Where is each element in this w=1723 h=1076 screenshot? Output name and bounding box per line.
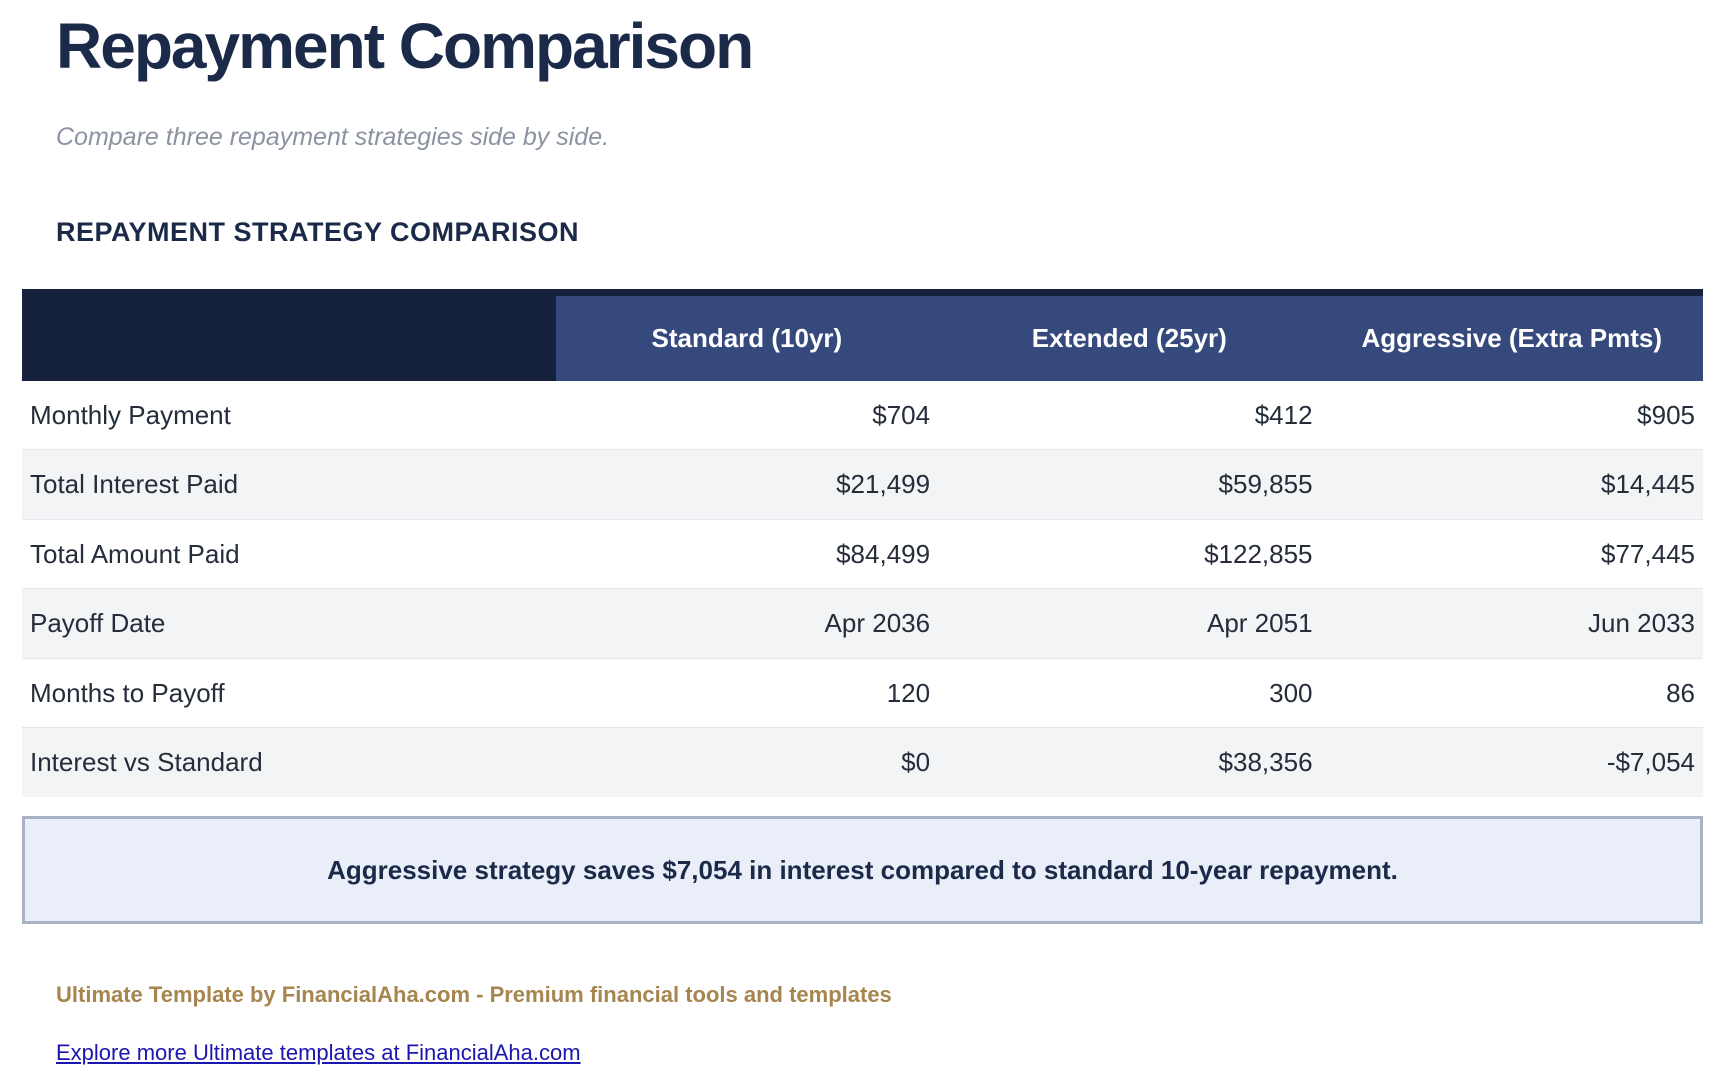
table-row: Monthly Payment $704 $412 $905 xyxy=(22,381,1703,450)
cell-value: $412 xyxy=(1254,399,1313,430)
cell-value: Apr 2036 xyxy=(555,588,939,659)
cell-value: $38,356 xyxy=(938,727,1321,797)
table-row: Total Amount Paid $84,499 $122,855 $77,4… xyxy=(22,518,1703,589)
page-subtitle: Compare three repayment strategies side … xyxy=(56,123,610,151)
table-row: Payoff Date Apr 2036 Apr 2051 Jun 2033 xyxy=(22,588,1703,659)
savings-callout-text: Aggressive strategy saves $7,054 in inte… xyxy=(327,854,1398,885)
column-header-standard: Standard (10yr) xyxy=(555,289,939,381)
header-row: Standard (10yr) Extended (25yr) Aggressi… xyxy=(22,289,1703,381)
section-heading: REPAYMENT STRATEGY COMPARISON xyxy=(56,216,580,247)
row-label: Months to Payoff xyxy=(22,657,556,728)
row-label: Total Interest Paid xyxy=(22,449,556,520)
cell-value: 86 xyxy=(1320,657,1703,728)
table-header: Standard (10yr) Extended (25yr) Aggressi… xyxy=(22,289,1703,381)
cell-value: 120 xyxy=(555,657,939,728)
table-row: Total Interest Paid $21,499 $59,855 $14,… xyxy=(22,449,1703,520)
table-row: Interest vs Standard $0 $38,356 -$7,054 xyxy=(22,727,1703,797)
page-title: Repayment Comparison xyxy=(56,10,754,82)
cell-value: $59,855 xyxy=(938,449,1321,520)
comparison-table: Standard (10yr) Extended (25yr) Aggressi… xyxy=(22,289,1703,797)
cell-value: $84,499 xyxy=(555,518,939,589)
row-label: Interest vs Standard xyxy=(22,727,556,797)
brand-line: Ultimate Template by FinancialAha.com - … xyxy=(56,982,892,1008)
header-corner-cell xyxy=(22,289,556,381)
savings-callout: Aggressive strategy saves $7,054 in inte… xyxy=(22,815,1703,925)
explore-templates-link[interactable]: Explore more Ultimate templates at Finan… xyxy=(56,1039,581,1065)
cell-value: $905 xyxy=(1637,399,1695,430)
cell-value: $122,855 xyxy=(938,518,1321,589)
column-header-aggressive: Aggressive (Extra Pmts) xyxy=(1320,289,1703,381)
cell-value: $0 xyxy=(555,727,939,797)
cell-value: 300 xyxy=(938,657,1321,728)
cell-value: $704 xyxy=(872,399,931,430)
cell-value: Apr 2051 xyxy=(938,588,1321,659)
row-label: Payoff Date xyxy=(22,588,556,659)
cell-value: $77,445 xyxy=(1320,518,1703,589)
column-header-extended: Extended (25yr) xyxy=(938,289,1321,381)
row-label: Total Amount Paid xyxy=(22,518,556,589)
cell-value: Jun 2033 xyxy=(1320,588,1703,659)
table-row: Months to Payoff 120 300 86 xyxy=(22,657,1703,728)
row-label: Monthly Payment xyxy=(30,399,231,430)
cell-value: -$7,054 xyxy=(1320,727,1703,797)
cell-value: $14,445 xyxy=(1320,449,1703,520)
cell-value: $21,499 xyxy=(555,449,939,520)
